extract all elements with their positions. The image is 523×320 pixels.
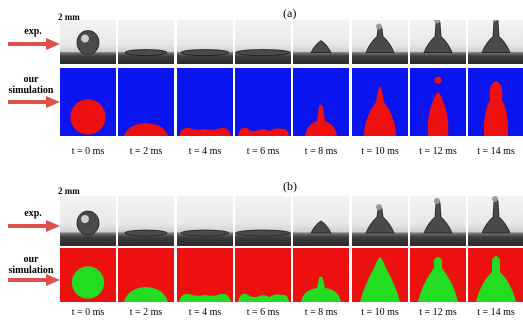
panel-b-sim-label-line2: simulation	[8, 265, 54, 276]
panel-a-time-label-0: t = 0 ms	[71, 146, 105, 157]
panel-a-exp-frame-0	[60, 20, 116, 64]
panel-b-exp-arrow	[8, 220, 60, 232]
panel-a-sim-arrow	[8, 96, 60, 108]
panel-a-sim-frame-0	[60, 68, 116, 136]
panel-a-sim-frame-5	[352, 68, 408, 136]
panel-a-sim-frame-7	[468, 68, 523, 136]
panel-b-time-label-7: t = 14 ms	[477, 307, 515, 318]
panel-a-scale-bar-label: 2 mm	[58, 12, 80, 22]
panel-a-time-label-4: t = 8 ms	[304, 146, 338, 157]
panel-b-sim-frame-5	[352, 248, 408, 302]
panel-b-time-label-2: t = 4 ms	[188, 307, 222, 318]
panel-a-time-label-3: t = 6 ms	[246, 146, 280, 157]
panel-b-exp-frame-0	[60, 196, 116, 246]
panel-a-time-label-1: t = 2 ms	[129, 146, 163, 157]
panel-a-sim-frame-2	[177, 68, 233, 136]
panel-a-sim-label-line1: our	[23, 74, 39, 85]
panel-b-sim-frame-3	[235, 248, 291, 302]
panel-b-sim-frame-2	[177, 248, 233, 302]
panel-b-exp-frame-1	[118, 196, 174, 246]
panel-a-sim-frame-4	[293, 68, 349, 136]
panel-a-time-label-5: t = 10 ms	[361, 146, 399, 157]
panel-a-exp-frame-6	[410, 20, 466, 64]
panel-b-exp-frame-5	[352, 196, 408, 246]
panel-a-sim-frame-6	[410, 68, 466, 136]
panel-b-exp-frame-6	[410, 196, 466, 246]
panel-a-exp-frame-4	[293, 20, 349, 64]
panel-a-sim-label-line2: simulation	[8, 85, 54, 96]
panel-b-time-label-6: t = 12 ms	[419, 307, 457, 318]
panel-b-time-label-0: t = 0 ms	[71, 307, 105, 318]
panel-b-time-label-4: t = 8 ms	[304, 307, 338, 318]
panel-b-exp-frame-3	[235, 196, 291, 246]
panel-b-time-label-1: t = 2 ms	[129, 307, 163, 318]
panel-a-time-label-2: t = 4 ms	[188, 146, 222, 157]
panel-a-exp-frame-1	[118, 20, 174, 64]
panel-a-exp-frame-3	[235, 20, 291, 64]
panel-b-sim-arrow	[8, 274, 60, 286]
panel-b-time-label-3: t = 6 ms	[246, 307, 280, 318]
panel-a-exp-frame-7	[468, 20, 523, 64]
panel-a-sim-frame-3	[235, 68, 291, 136]
panel-b-label: (b)	[283, 179, 297, 193]
panel-b-scale-bar-label: 2 mm	[58, 186, 80, 196]
panel-b-exp-label: exp.	[24, 208, 42, 219]
panel-b-exp-frame-2	[177, 196, 233, 246]
panel-b-sim-frame-7	[468, 248, 523, 302]
panel-b-sim-label-line1: our	[23, 254, 39, 265]
panel-a-sim-label: our simulation	[2, 74, 60, 96]
panel-b-exp-frame-7	[468, 196, 523, 246]
panel-b-sim-label: our simulation	[2, 254, 60, 276]
panel-a-time-label-6: t = 12 ms	[419, 146, 457, 157]
panel-b-sim-frame-4	[293, 248, 349, 302]
panel-a-exp-label: exp.	[24, 26, 42, 37]
panel-a-sim-frame-1	[118, 68, 174, 136]
panel-b-sim-frame-0	[60, 248, 116, 302]
panel-a-time-label-7: t = 14 ms	[477, 146, 515, 157]
panel-b-sim-frame-1	[118, 248, 174, 302]
panel-a-label: (a)	[283, 6, 297, 20]
panel-b-time-label-5: t = 10 ms	[361, 307, 399, 318]
panel-b-exp-frame-4	[293, 196, 349, 246]
panel-a-exp-frame-2	[177, 20, 233, 64]
panel-b-sim-frame-6	[410, 248, 466, 302]
panel-a-exp-frame-5	[352, 20, 408, 64]
panel-a-exp-arrow	[8, 38, 60, 50]
